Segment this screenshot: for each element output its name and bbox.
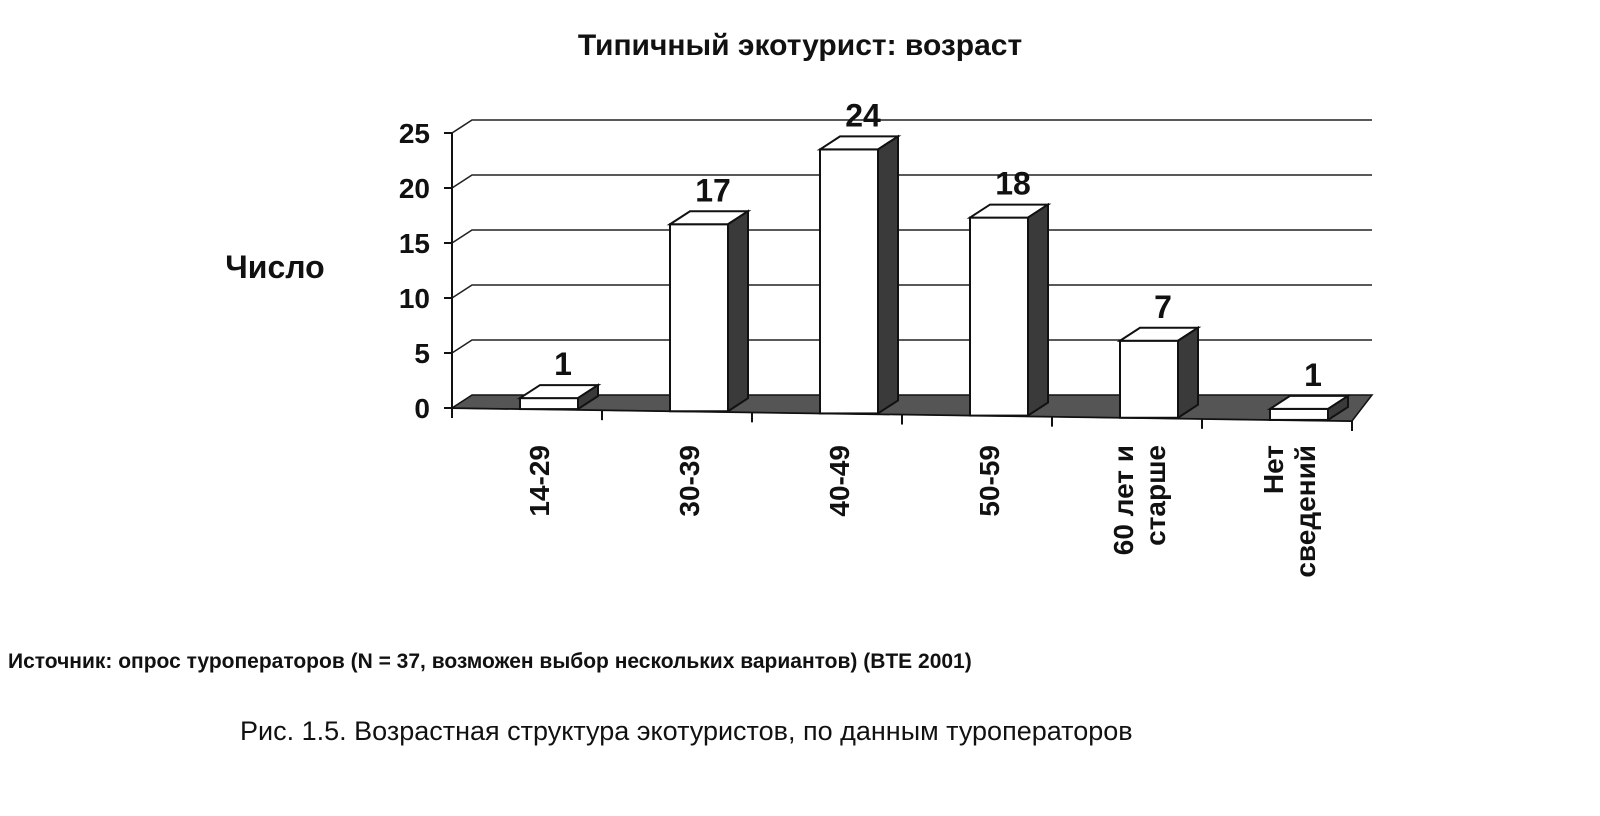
y-tick-label: 25 [399,118,430,149]
x-tick-label: 14-29 [524,445,555,517]
bars [516,134,1352,422]
data-label: 1 [554,346,572,382]
bar-side [877,134,899,416]
bar-front [669,223,729,413]
bar [666,209,752,414]
data-labels: 1 17 24 18 7 1 [554,97,1322,393]
bar [966,202,1052,418]
y-tick-label: 15 [399,228,430,259]
bar-side [1177,325,1199,420]
gridline [451,229,1372,244]
y-tick-label: 5 [414,338,430,369]
x-tick-labels: 14-29 30-39 40-49 50-59 60 лет и старше Нет све… [524,445,1321,578]
figure-caption: Рис. 1.5. Возрастная структура экотурист… [240,716,1133,746]
bar [816,134,902,416]
y-tick-labels: 0 5 10 15 20 25 [399,118,430,424]
bar [1116,325,1202,420]
x-tick-label: старше [1140,445,1171,546]
bar-front [519,397,579,411]
x-tick-label: 40-49 [824,445,855,517]
y-tick-label: 20 [399,173,430,204]
y-tick-label: 0 [414,393,430,424]
data-label: 24 [845,97,881,133]
gridlines [451,119,1372,354]
data-label: 7 [1154,289,1172,325]
data-label: 1 [1304,357,1322,393]
bar [1266,394,1352,422]
x-tick-label: сведений [1290,445,1321,578]
bar-side [577,383,599,411]
data-label: 17 [695,172,731,208]
bar-front [1269,407,1329,421]
bar-front [1119,339,1179,419]
x-tick-label: Нет [1258,445,1289,494]
bar-side [727,209,749,414]
gridline [451,284,1372,299]
bar [516,383,602,411]
gridline [451,119,1372,134]
gridline [451,339,1372,354]
bar-front [969,216,1029,417]
bar-side [1327,394,1349,422]
x-tick-label: 60 лет и [1108,445,1139,555]
gridline [451,174,1372,189]
y-axis-label: Число [225,249,324,285]
x-tick-label: 50-59 [974,445,1005,517]
bar-side [1027,202,1049,418]
x-tick-label: 30-39 [674,445,705,517]
y-tick-label: 10 [399,283,430,314]
data-label: 18 [995,166,1031,202]
source-note: Источник: опрос туроператоров (N = 37, в… [8,650,972,673]
chart-title: Типичный экотурист: возраст [578,29,1022,62]
bar-front [819,148,879,415]
